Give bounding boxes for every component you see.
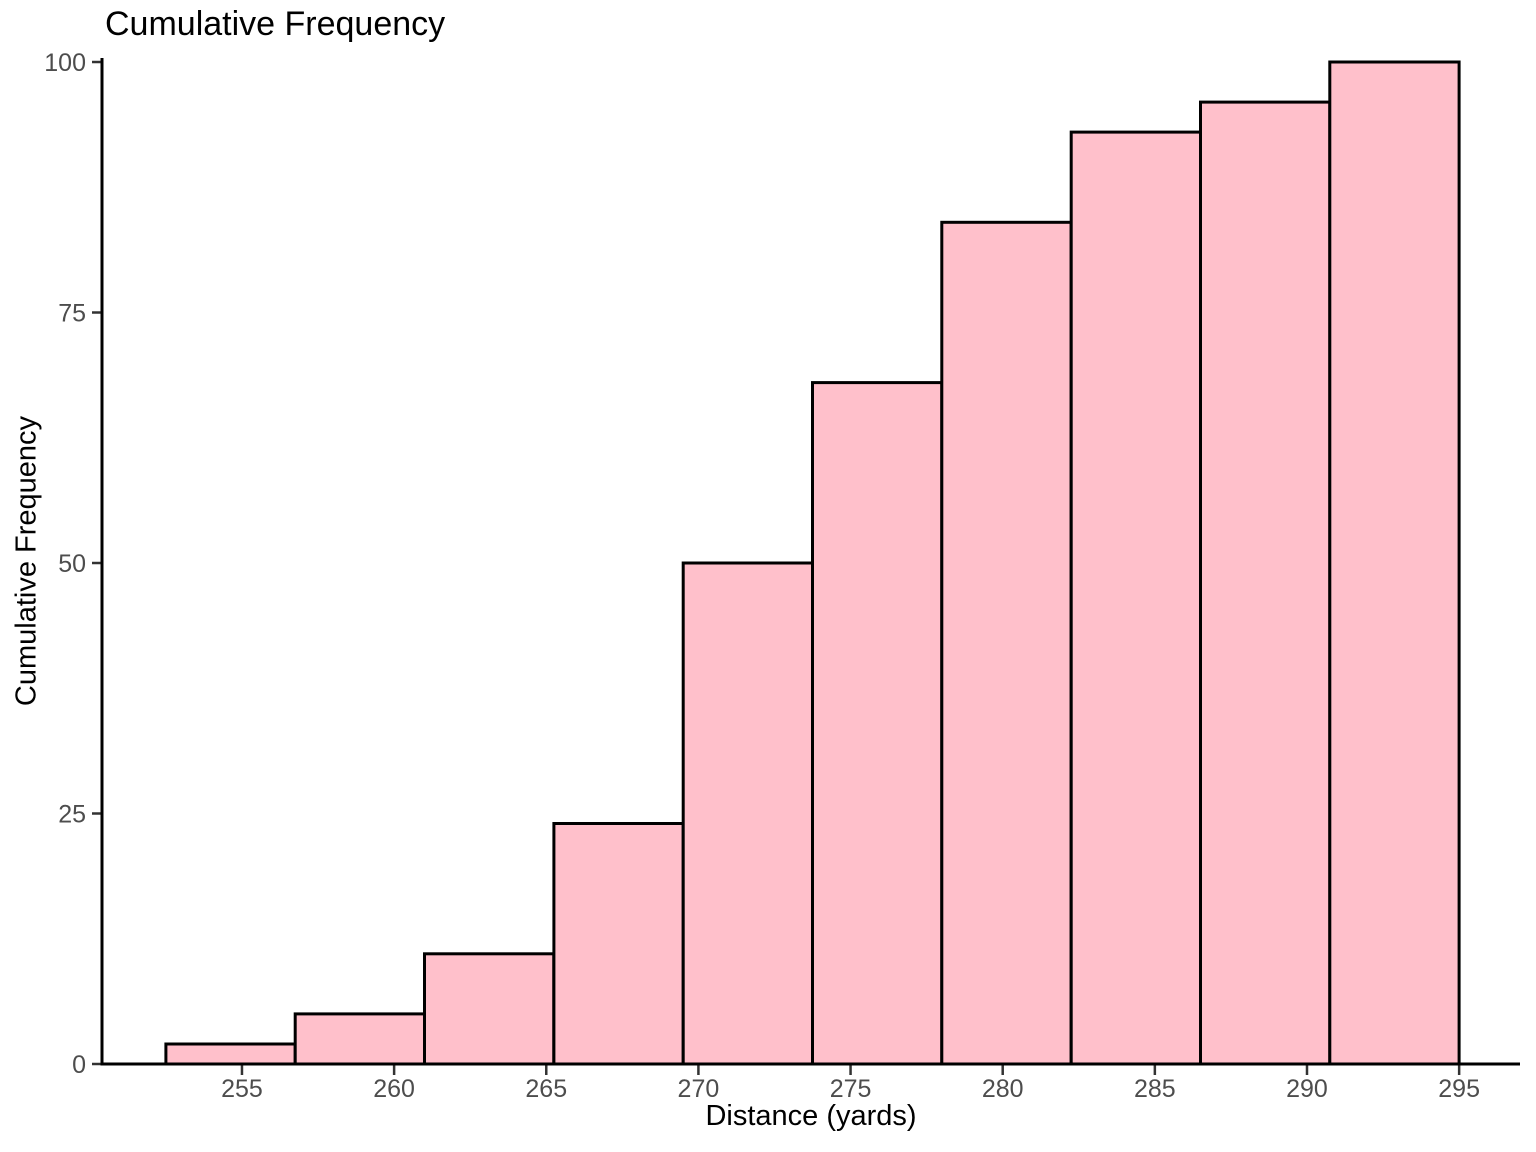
x-tick-label: 260 <box>373 1075 415 1103</box>
y-tick-label: 75 <box>58 300 86 328</box>
x-tick-label: 255 <box>221 1075 263 1103</box>
chart-title: Cumulative Frequency <box>105 5 446 43</box>
x-tick-label: 275 <box>830 1075 872 1103</box>
histogram-bar <box>293 1012 427 1066</box>
x-tick-label: 285 <box>1134 1075 1176 1103</box>
x-tick-label: 270 <box>678 1075 720 1103</box>
y-tick-label: 0 <box>72 1051 86 1079</box>
histogram-bar <box>811 381 944 1066</box>
x-tick-label: 280 <box>982 1075 1024 1103</box>
histogram-bar <box>1199 100 1332 1066</box>
histogram-bar <box>164 1042 297 1066</box>
histogram-bar <box>1069 130 1202 1066</box>
histogram-bar <box>1328 60 1461 1066</box>
x-tick-label: 265 <box>525 1075 567 1103</box>
x-tick-label: 295 <box>1438 1075 1480 1103</box>
x-tick-label: 290 <box>1286 1075 1328 1103</box>
histogram-bar <box>940 220 1073 1066</box>
histogram-bar <box>423 952 556 1066</box>
x-axis-label: Distance (yards) <box>705 1100 917 1132</box>
histogram-bar <box>552 822 685 1066</box>
y-tick-label: 50 <box>58 550 86 578</box>
y-tick-label: 100 <box>44 49 86 77</box>
y-tick-label: 25 <box>58 801 86 829</box>
histogram-bar <box>681 561 815 1066</box>
